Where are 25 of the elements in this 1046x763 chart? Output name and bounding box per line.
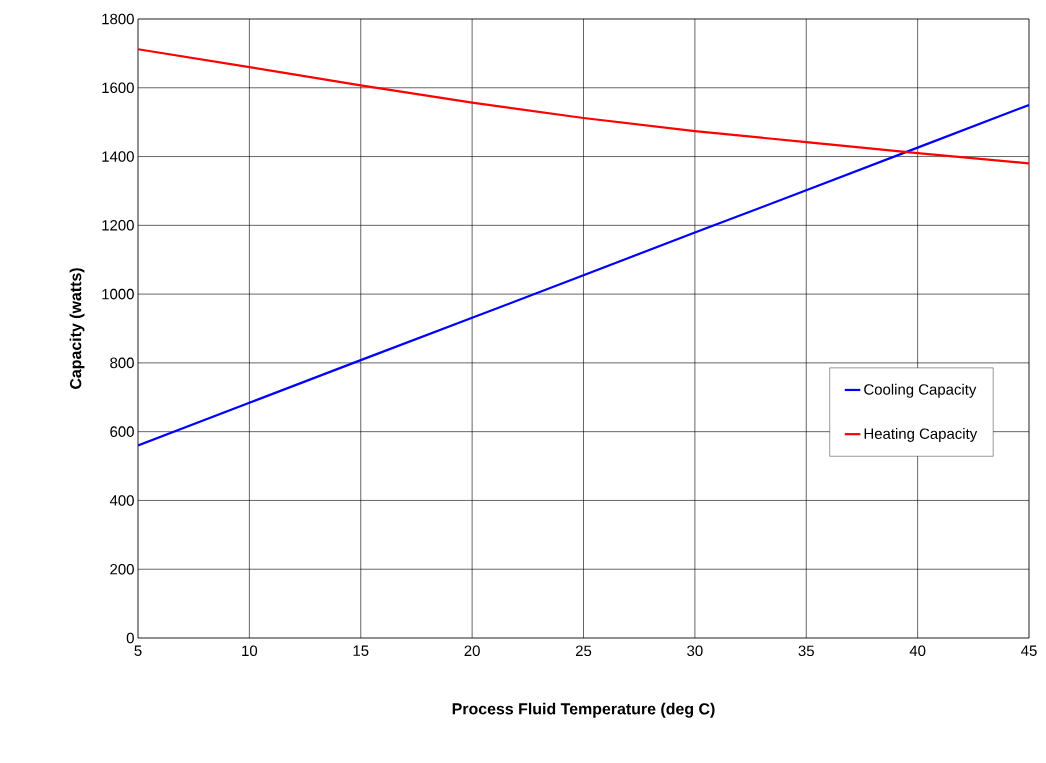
- legend-label: Heating Capacity: [864, 428, 978, 442]
- y-tick-label: 200: [110, 563, 134, 575]
- y-tick-label: 800: [110, 357, 134, 369]
- legend-label: Cooling Capacity: [864, 383, 977, 398]
- y-tick-label: 1000: [102, 288, 134, 300]
- y-tick-label: 400: [109, 495, 134, 506]
- line-series: [138, 48, 1030, 165]
- y-tick-label: 1800: [102, 13, 134, 25]
- x-tick-label: 45: [1021, 645, 1037, 656]
- x-tick-label: 5: [134, 645, 142, 656]
- x-axis-title: Process Fluid Temperature (deg C): [452, 702, 715, 718]
- x-tick-label: 20: [464, 645, 480, 657]
- y-tick-label: 1200: [102, 220, 134, 231]
- y-tick-label: 0: [126, 632, 134, 644]
- x-tick-label: 10: [242, 645, 258, 657]
- y-tick-label: 1400: [102, 151, 134, 162]
- y-tick-label: 1600: [102, 82, 134, 94]
- y-axis-title: Capacity (watts): [69, 268, 85, 389]
- x-tick-label: 25: [575, 645, 592, 657]
- y-tick-label: 600: [110, 426, 134, 437]
- x-tick-label: 30: [687, 645, 703, 657]
- x-tick-label: 15: [353, 645, 369, 656]
- x-tick-label: 35: [798, 645, 814, 657]
- line-series: [138, 103, 1030, 447]
- x-tick-label: 40: [909, 645, 926, 657]
